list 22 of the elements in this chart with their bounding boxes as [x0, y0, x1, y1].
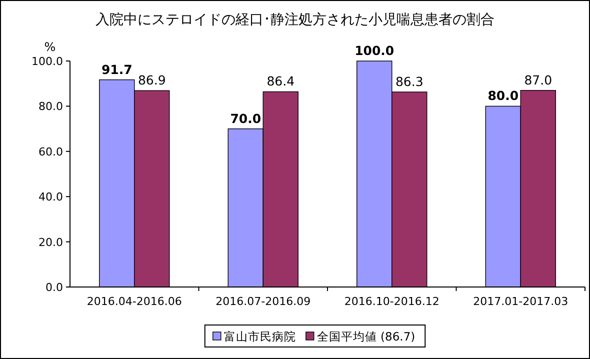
y-axis-title: %	[44, 40, 56, 54]
x-tick-label: 2016.07-2016.09	[216, 295, 311, 308]
legend-label: 全国平均値 (86.7)	[316, 330, 416, 344]
x-tick-label: 2016.04-2016.06	[86, 295, 182, 308]
chart-title: 入院中にステロイドの経口･静注処方された小児喘息患者の割合	[96, 12, 494, 28]
data-label: 86.3	[395, 74, 424, 89]
y-tick-label: 100.0	[32, 55, 63, 68]
y-tick-label: 80.0	[38, 100, 63, 114]
legend-label: 富山市民病院	[224, 330, 296, 344]
data-label: 86.9	[138, 72, 166, 88]
data-label: 86.4	[266, 74, 295, 89]
y-tick-label: 20.0	[38, 236, 63, 249]
x-tick-label: 2016.10-2016.12	[344, 295, 440, 308]
data-label: 80.0	[488, 88, 519, 104]
y-tick-label: 60.0	[38, 145, 63, 158]
x-tick-label: 2017.01-2017.03	[473, 295, 568, 308]
data-label: 70.0	[230, 110, 262, 126]
data-label: 91.7	[101, 62, 132, 77]
y-tick-label: 0.0	[46, 281, 63, 294]
y-tick-label: 40.0	[38, 190, 63, 204]
data-label: 100.0	[354, 43, 394, 58]
data-label: 87.0	[524, 72, 552, 88]
